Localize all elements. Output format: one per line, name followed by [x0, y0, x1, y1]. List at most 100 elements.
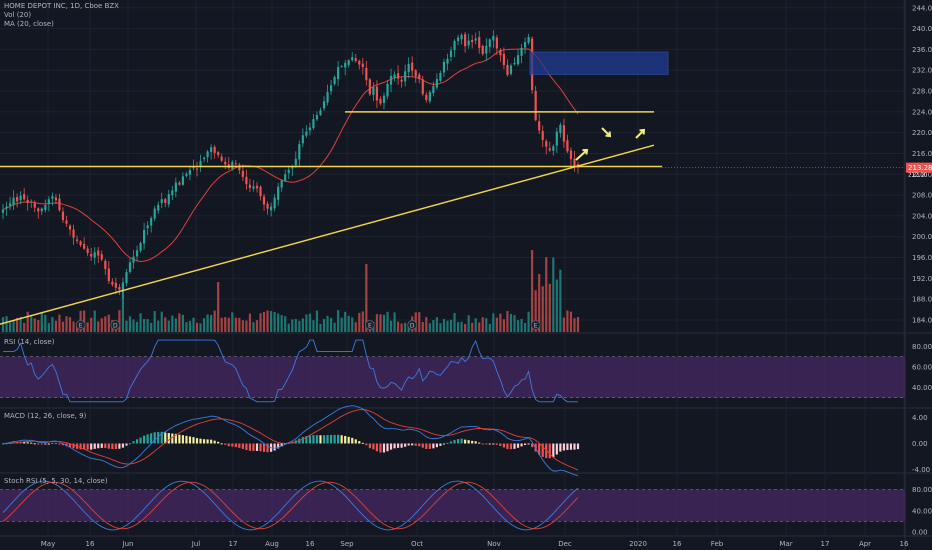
candle-body	[125, 272, 128, 284]
volume-bar	[287, 323, 290, 332]
candle-body	[202, 157, 206, 160]
candle-body	[287, 169, 290, 174]
macd-histogram-bar	[347, 436, 350, 444]
candle-body	[1, 209, 5, 213]
candle-body	[160, 199, 163, 204]
candle-body	[474, 38, 477, 41]
volume-bar	[509, 313, 513, 332]
macd-histogram-bar	[495, 443, 498, 445]
rsi-tick-label: 40.00	[912, 384, 932, 392]
candle-body	[559, 124, 562, 134]
volume-bar	[485, 318, 488, 332]
volume-bar	[188, 320, 192, 332]
volume-bar	[460, 321, 463, 332]
macd-tick-label: -4.00	[912, 466, 930, 474]
macd-pane[interactable]	[1, 405, 580, 477]
stoch-rsi-pane[interactable]	[0, 480, 905, 531]
candle-body	[79, 241, 82, 246]
volume-bar	[26, 311, 29, 332]
candle-body	[372, 86, 375, 95]
candle-body	[192, 166, 195, 169]
volume-bar	[442, 319, 446, 332]
macd-histogram-bar	[573, 443, 576, 450]
macd-histogram-bar	[248, 443, 252, 451]
candle-body	[407, 63, 410, 73]
candle-body	[294, 158, 297, 166]
y-tick-label: 188.00	[912, 296, 932, 304]
stoch-tick-label: 0.00	[912, 529, 928, 537]
volume-bar	[118, 310, 121, 332]
candle-body	[86, 248, 89, 253]
candle-body	[326, 92, 329, 103]
y-tick-label: 216.00	[912, 150, 932, 158]
volume-bar	[326, 315, 329, 332]
volume-bar	[97, 321, 100, 332]
macd-histogram-bar	[509, 443, 513, 450]
y-tick-label: 208.00	[912, 192, 932, 200]
macd-histogram-bar	[206, 439, 209, 444]
stoch-k-line	[2, 480, 579, 531]
rsi-band	[0, 356, 905, 398]
macd-histogram-bar	[266, 443, 269, 453]
stoch-tick-label: 80.00	[912, 486, 932, 494]
y-tick-label: 220.00	[912, 129, 932, 137]
volume-bar	[30, 315, 33, 332]
candle-body	[354, 58, 357, 61]
candle-body	[548, 148, 551, 151]
volume-bar	[234, 317, 237, 332]
volume-bar	[520, 318, 523, 332]
macd-histogram-bar	[523, 443, 527, 445]
macd-histogram-bar	[245, 443, 248, 451]
volume-bar	[351, 317, 354, 332]
macd-histogram-bar	[538, 443, 541, 455]
annotation-arrow	[575, 148, 589, 161]
volume-bar	[135, 321, 139, 332]
macd-histogram-bar	[488, 443, 491, 445]
candle-body	[573, 158, 576, 166]
macd-histogram-bar	[139, 437, 142, 444]
macd-histogram-bar	[185, 435, 188, 444]
macd-histogram-bar	[531, 443, 534, 448]
volume-bar	[1, 317, 5, 332]
candle-body	[456, 37, 460, 41]
candle-body	[255, 185, 259, 189]
macd-histogram-bar	[576, 443, 580, 450]
volume-bar	[217, 282, 220, 332]
candle-body	[414, 70, 417, 77]
candle-body	[54, 197, 58, 201]
macd-histogram-bar	[192, 437, 195, 444]
candle-body	[104, 260, 107, 270]
x-tick-label: 16	[673, 540, 682, 548]
candle-body	[270, 206, 273, 211]
x-tick-label: May	[41, 540, 55, 548]
macd-histogram-bar	[411, 443, 414, 446]
volume-bar	[238, 317, 241, 332]
candle-body	[361, 63, 364, 68]
macd-histogram-bar	[273, 443, 276, 451]
macd-histogram-bar	[527, 443, 530, 445]
macd-histogram-bar	[125, 443, 128, 446]
candle-body	[40, 208, 43, 212]
macd-histogram-bar	[499, 443, 502, 447]
candle-body	[404, 71, 407, 82]
x-tick-label: 16	[306, 540, 315, 548]
macd-histogram-bar	[365, 443, 368, 446]
rsi-tick-label: 60.00	[912, 363, 932, 371]
macd-histogram-bar	[326, 434, 329, 444]
candle-body	[132, 256, 135, 263]
volume-bar	[213, 310, 216, 332]
volume-bar	[202, 318, 206, 332]
volume-bar	[322, 318, 326, 332]
candle-body	[453, 41, 456, 50]
candle-body	[305, 131, 308, 136]
candle-body	[428, 92, 431, 102]
volume-bar	[160, 311, 163, 332]
rsi-pane[interactable]	[0, 339, 905, 403]
candle-body	[365, 67, 368, 81]
volume-bar	[396, 321, 400, 332]
candle-body	[375, 86, 379, 101]
candle-body	[37, 208, 40, 212]
